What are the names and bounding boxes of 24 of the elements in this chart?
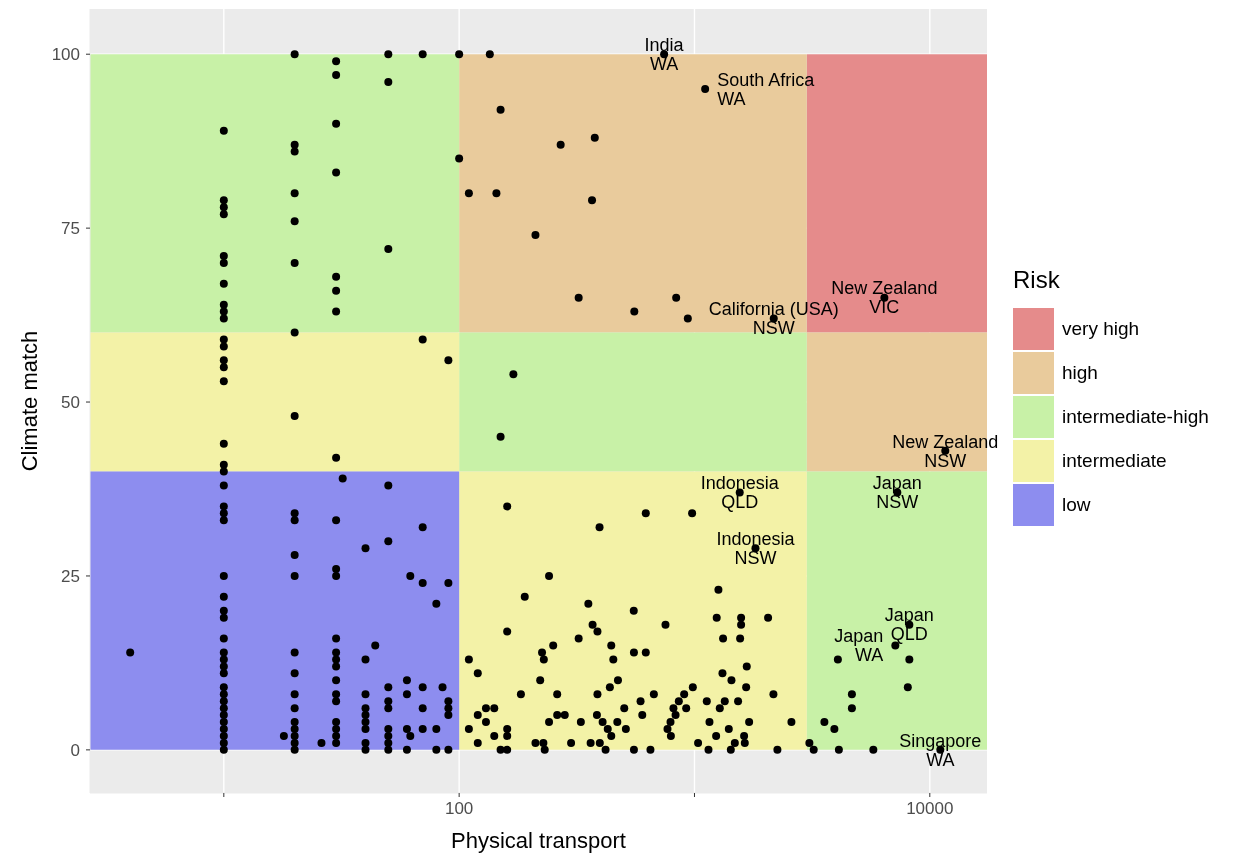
x-axis-title: Physical transport [451,828,626,853]
annotation: Indonesia QLD [700,473,780,513]
legend-title: Risk [1013,266,1061,294]
y-tick-label: 50 [61,393,80,413]
annotation: India WA [644,35,685,75]
legend-label: low [1062,494,1091,516]
annotation: Indonesia NSW [716,528,796,568]
y-tick-label: 0 [70,740,80,760]
legend-label: high [1062,362,1098,384]
annotation: New Zealand NSW [892,431,999,471]
annotation: Japan NSW [872,473,922,513]
legend-label: intermediate-high [1062,406,1209,428]
annotation: Singapore WA [899,730,982,770]
y-tick-label: 75 [61,219,80,239]
y-axis-title: Climate match [17,330,42,472]
x-tick-label: 10000 [906,799,954,819]
legend-label: very high [1062,318,1140,340]
annotation: Japan WA [834,626,884,666]
annotation: South Africa WA [717,69,816,109]
y-tick-label: 100 [51,45,80,65]
annotation: California (USA) NSW [708,299,839,339]
annotation: Japan QLD [884,605,934,645]
y-tick-label: 25 [61,566,80,586]
legend-label: intermediate [1062,450,1167,472]
